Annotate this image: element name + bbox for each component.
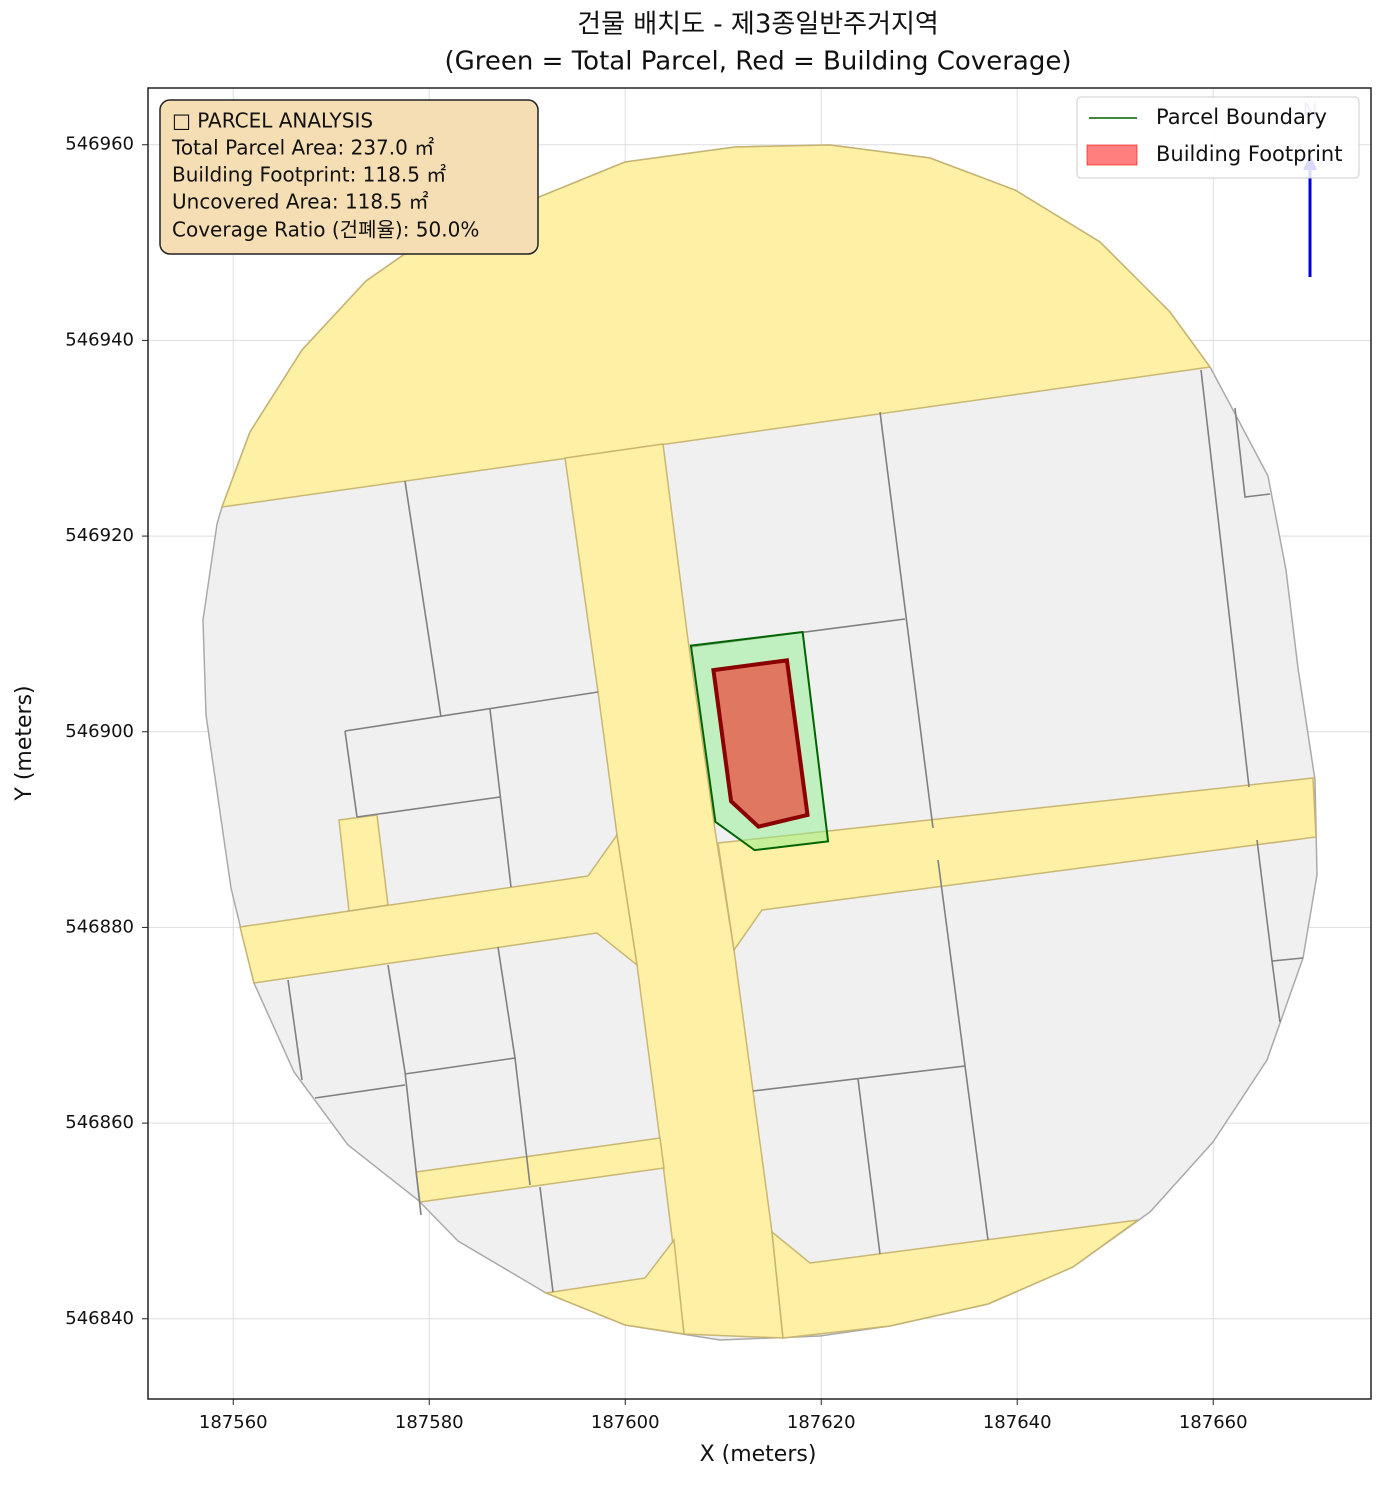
info-text: Total Parcel Area: 237.0 ㎡ (171, 136, 434, 160)
parcel-line (287, 369, 1304, 1293)
x-axis-label: X (meters) (700, 1442, 817, 1467)
building-footprint (711, 658, 810, 829)
x-tick-label: 187640 (983, 1412, 1052, 1433)
info-text: □ PARCEL ANALYSIS (172, 109, 373, 133)
x-tick-label: 187560 (199, 1412, 268, 1433)
info-box-frame (159, 99, 539, 255)
y-tick-label: 546960 (65, 134, 134, 155)
road (543, 1238, 685, 1335)
y-tick-label: 546940 (65, 329, 134, 350)
legend-label: Building Footprint (1156, 142, 1342, 166)
y-tick-label: 546880 (65, 916, 134, 937)
chart-title: 건물 배치도 - 제3종일반주거지역 (577, 10, 939, 40)
parcel-marks (689, 630, 830, 852)
chart-subtitle: (Green = Total Parcel, Red = Building Co… (445, 47, 1072, 77)
legend-frame (1076, 96, 1360, 179)
y-axis-label: Y (meters) (12, 685, 37, 801)
x-tick-label: 187620 (787, 1412, 856, 1433)
x-tick-label: 187660 (1179, 1412, 1248, 1433)
info-box: □ PARCEL ANALYSIS Total Parcel Area: 237… (159, 99, 539, 255)
ticks: 187560 187580 187600 187620 187640 187660 5468… (65, 134, 1247, 1433)
plot-frame (147, 87, 1372, 1400)
road (717, 777, 1317, 952)
road (239, 833, 639, 984)
y-tick-label: 546860 (65, 1112, 134, 1133)
legend: Parcel Boundary Building Footprint (1076, 96, 1360, 179)
x-tick-label: 187580 (395, 1412, 464, 1433)
y-tick-label: 546900 (65, 721, 134, 742)
x-tick-label: 187600 (591, 1412, 660, 1433)
legend-patch (1086, 144, 1138, 166)
info-text: Building Footprint: 118.5 ㎡ (172, 163, 446, 187)
legend-label: Parcel Boundary (1156, 105, 1327, 129)
info-text: Uncovered Area: 118.5 ㎡ (172, 190, 429, 214)
road (771, 1219, 1139, 1339)
y-tick-label: 546920 (65, 525, 134, 546)
info-text: Coverage Ratio (건폐율): 50.0% (172, 218, 479, 242)
y-tick-label: 546840 (65, 1308, 134, 1329)
